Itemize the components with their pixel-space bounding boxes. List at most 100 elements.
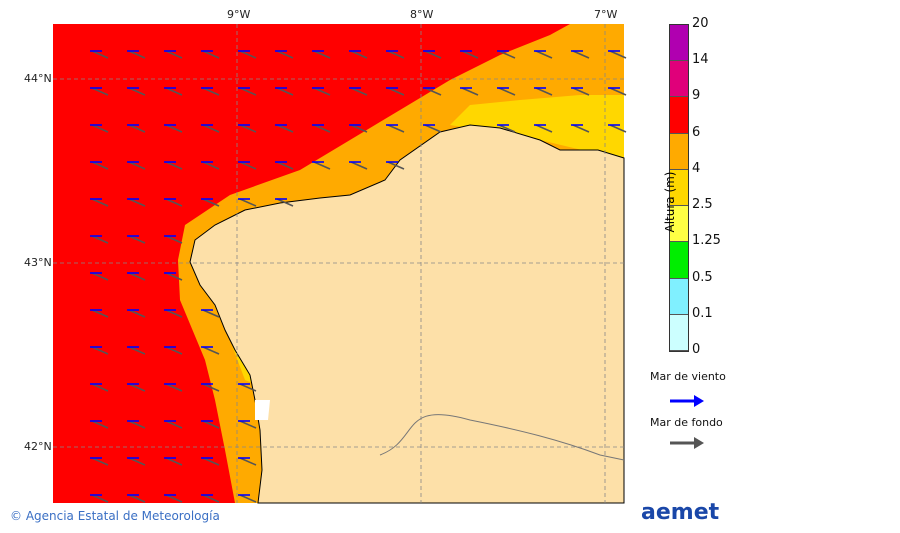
- swell-arrow: [128, 309, 146, 318]
- swell-arrow: [609, 50, 627, 59]
- swell-arrow: [202, 161, 220, 170]
- swell-arrow: [350, 124, 368, 133]
- swell-arrow: [239, 50, 257, 59]
- colorbar-level: 0: [692, 342, 701, 357]
- swell-arrow: [165, 383, 183, 392]
- copyright: © Agencia Estatal de Meteorología: [10, 509, 220, 523]
- swell-arrow: [387, 161, 405, 170]
- swell-arrow: [276, 161, 294, 170]
- border: [379, 414, 625, 461]
- swell-arrow: [535, 50, 553, 59]
- swell-arrow: [165, 50, 183, 59]
- colorbar-title: Altura (m): [663, 171, 677, 233]
- swell-arrow: [128, 420, 146, 429]
- swell-arrow: [91, 161, 109, 170]
- swell-label: Mar de fondo: [650, 416, 723, 429]
- colorbar-level: 14: [692, 52, 709, 68]
- colorbar-level: 4: [692, 160, 701, 176]
- swell-arrow: [128, 457, 146, 466]
- swell-arrow: [535, 87, 553, 96]
- swell-arrow: [91, 50, 109, 59]
- gray-arrow-icon: [670, 437, 704, 449]
- colorbar-level: 0.5: [692, 269, 713, 285]
- swell-arrow: [313, 124, 331, 133]
- swell-arrow: [91, 272, 109, 281]
- lat-tick: 44°N: [24, 72, 52, 85]
- swell-arrow: [239, 198, 257, 207]
- swell-arrow: [498, 50, 516, 59]
- swell-arrow: [128, 494, 146, 503]
- swell-arrow: [202, 383, 220, 392]
- swell-arrow: [609, 124, 627, 133]
- swell-arrow: [461, 50, 479, 59]
- swell-arrow: [128, 161, 146, 170]
- swell-arrow: [202, 87, 220, 96]
- swell-arrow: [350, 50, 368, 59]
- swell-arrow: [239, 420, 257, 429]
- swell-arrow: [91, 346, 109, 355]
- swell-arrow: [91, 198, 109, 207]
- swell-arrow: [461, 87, 479, 96]
- swell-arrow: [91, 420, 109, 429]
- swell-arrow: [609, 87, 627, 96]
- swell-arrow: [128, 87, 146, 96]
- swell-arrow: [202, 198, 220, 207]
- swell-arrow: [91, 494, 109, 503]
- colorbar-level: 6: [692, 124, 701, 140]
- swell-arrow: [350, 161, 368, 170]
- swell-arrow: [424, 124, 442, 133]
- swell-arrow: [165, 346, 183, 355]
- lat-tick: 43°N: [24, 256, 52, 269]
- swell-arrow: [239, 494, 257, 503]
- yellow-band: [450, 95, 624, 160]
- grid: [53, 24, 624, 503]
- swell-arrow: [128, 272, 146, 281]
- swell-arrow: [165, 87, 183, 96]
- swell-arrow: [387, 50, 405, 59]
- swell-arrow: [424, 50, 442, 59]
- swell-arrow: [572, 50, 590, 59]
- colorbar-segment: [670, 278, 688, 315]
- swell-arrow: [165, 272, 183, 281]
- blue-arrow-icon: [670, 395, 704, 407]
- swell-arrow: [165, 457, 183, 466]
- swell-arrow: [239, 87, 257, 96]
- swell-arrow: [128, 235, 146, 244]
- swell-arrow: [91, 87, 109, 96]
- swell-arrow: [276, 50, 294, 59]
- colorbar: [669, 24, 689, 352]
- swell-arrow: [276, 124, 294, 133]
- swell-arrow: [239, 383, 257, 392]
- colorbar-level: 9: [692, 88, 701, 104]
- swell-arrow: [165, 309, 183, 318]
- swell-arrow: [202, 309, 220, 318]
- swell-arrow: [239, 457, 257, 466]
- colorbar-segment: [670, 61, 688, 98]
- swell-arrow: [350, 87, 368, 96]
- lon-tick: 7°W: [594, 8, 618, 21]
- colorbar-segment: [670, 133, 688, 170]
- swell-arrow: [498, 87, 516, 96]
- colorbar-segment: [670, 25, 688, 62]
- swell-arrow: [165, 198, 183, 207]
- swell-arrow: [498, 124, 516, 133]
- swell-arrow: [313, 50, 331, 59]
- swell-arrow: [202, 420, 220, 429]
- lon-tick: 9°W: [227, 8, 251, 21]
- swell-arrow: [424, 87, 442, 96]
- swell-arrow: [128, 198, 146, 207]
- swell-arrow: [202, 494, 220, 503]
- lat-tick: 42°N: [24, 440, 52, 453]
- aemet-logo: aemet: [641, 500, 720, 525]
- colorbar-level: 1.25: [692, 233, 721, 249]
- swell-arrow: [165, 161, 183, 170]
- swell-arrow: [313, 87, 331, 96]
- colorbar-segment: [670, 206, 688, 243]
- swell-arrow: [276, 198, 294, 207]
- colorbar-level: 2.5: [692, 197, 713, 213]
- swell-arrow: [313, 161, 331, 170]
- swell-arrow: [535, 124, 553, 133]
- wind-sea-label: Mar de viento: [650, 370, 726, 383]
- swell-arrow: [165, 124, 183, 133]
